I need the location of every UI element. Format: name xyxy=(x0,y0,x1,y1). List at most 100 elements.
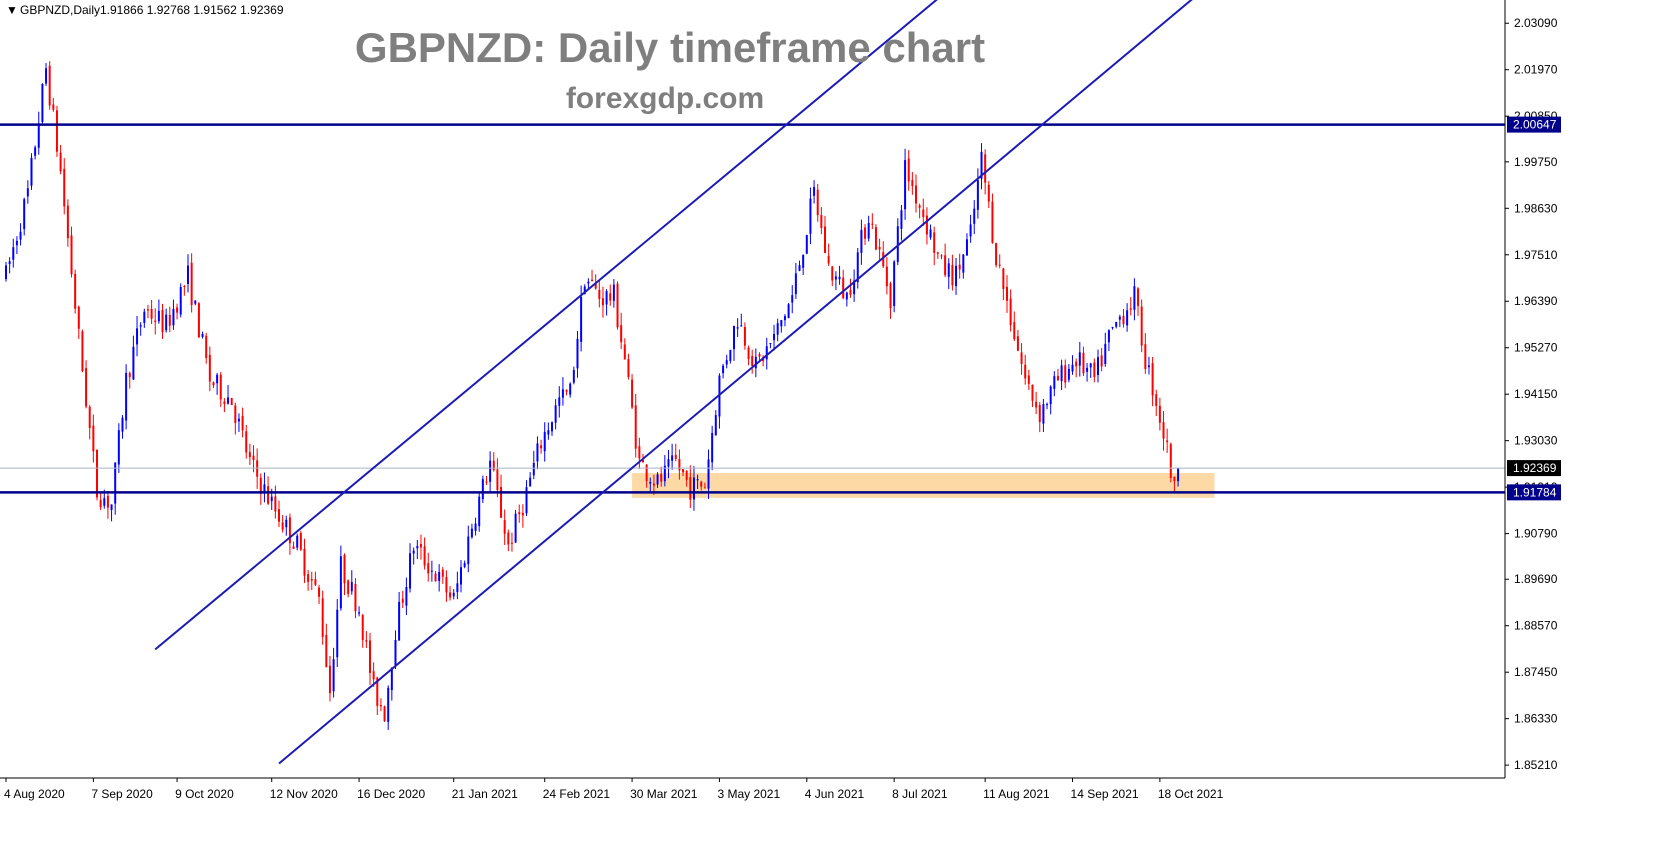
candle xyxy=(339,545,342,611)
candle xyxy=(591,269,594,282)
x-tick-label: 4 Aug 2020 xyxy=(4,787,65,801)
candle xyxy=(99,492,102,511)
candle xyxy=(409,543,412,593)
candle xyxy=(991,193,994,244)
candle xyxy=(165,308,168,333)
x-tick-label: 9 Oct 2020 xyxy=(175,787,234,801)
candle xyxy=(893,260,896,313)
candle xyxy=(733,325,735,361)
candle xyxy=(765,337,768,370)
candle xyxy=(55,105,58,157)
candle xyxy=(416,539,419,560)
resistance-price-tag: 2.00647 xyxy=(1513,118,1557,132)
candle xyxy=(398,591,401,641)
candle xyxy=(187,254,189,293)
candle xyxy=(980,143,983,190)
candle xyxy=(1046,402,1049,410)
channel-trendline[interactable] xyxy=(154,0,949,651)
x-tick-label: 11 Aug 2021 xyxy=(983,787,1050,801)
candle xyxy=(638,437,641,469)
candle xyxy=(965,233,968,256)
x-tick-label: 7 Sep 2020 xyxy=(91,787,153,801)
candle xyxy=(510,532,513,552)
candle xyxy=(34,145,37,160)
candle xyxy=(179,283,182,318)
candle xyxy=(1129,297,1132,316)
channel-trendline[interactable] xyxy=(278,0,1204,765)
candle xyxy=(259,473,262,505)
candle xyxy=(66,199,69,247)
candle xyxy=(933,226,936,266)
candle xyxy=(1053,371,1056,397)
candle xyxy=(525,480,528,517)
candle xyxy=(336,598,339,668)
candle xyxy=(685,470,688,487)
candle xyxy=(161,303,164,339)
candle xyxy=(1071,355,1074,375)
candle xyxy=(23,197,26,236)
candle xyxy=(1115,321,1118,329)
candle xyxy=(1147,356,1150,375)
candle xyxy=(445,570,448,602)
candle xyxy=(45,62,48,86)
candle xyxy=(190,253,193,313)
y-tick-label: 1.86330 xyxy=(1514,712,1558,726)
candle xyxy=(292,541,295,550)
candle xyxy=(955,257,958,295)
candle xyxy=(278,500,280,528)
candle xyxy=(463,560,466,569)
y-tick-label: 1.97510 xyxy=(1514,248,1558,262)
candle xyxy=(19,223,22,246)
candle xyxy=(940,254,943,260)
candle xyxy=(922,198,925,226)
candle xyxy=(565,389,568,396)
candle xyxy=(201,331,204,339)
candle xyxy=(1166,428,1169,453)
candle xyxy=(558,386,561,418)
candle xyxy=(936,251,939,259)
candle xyxy=(867,215,870,242)
candle xyxy=(623,338,626,360)
candle xyxy=(241,407,244,438)
support-zone-layer xyxy=(632,473,1215,498)
candle xyxy=(569,382,572,398)
candle xyxy=(12,238,15,268)
candle xyxy=(754,348,757,378)
candle xyxy=(649,477,652,492)
candle xyxy=(718,373,721,429)
candle xyxy=(692,466,695,511)
candle xyxy=(121,415,124,439)
ohlc-values: 1.91866 1.92768 1.91562 1.92369 xyxy=(100,3,284,17)
candle xyxy=(379,698,382,712)
candle xyxy=(813,180,816,204)
candle xyxy=(521,504,524,528)
y-tick-label: 1.94150 xyxy=(1514,387,1558,401)
candle xyxy=(915,174,917,213)
candle xyxy=(598,280,601,308)
candle xyxy=(63,158,66,215)
candle xyxy=(918,203,921,219)
header-triangle-icon: ▼ xyxy=(6,3,18,17)
candle xyxy=(864,224,867,245)
candle xyxy=(299,530,302,552)
candle xyxy=(489,451,492,492)
candle xyxy=(30,153,33,190)
candle xyxy=(1056,368,1059,381)
candle xyxy=(318,584,321,604)
candle xyxy=(1137,287,1140,316)
candle xyxy=(41,83,44,126)
candle xyxy=(146,304,149,319)
candle xyxy=(1111,326,1114,330)
candle xyxy=(350,570,353,595)
candle xyxy=(682,469,685,477)
candle xyxy=(725,354,728,369)
candle xyxy=(714,410,717,436)
candle xyxy=(529,472,532,487)
candle xyxy=(274,485,277,519)
candle xyxy=(172,299,175,330)
candle xyxy=(74,269,77,314)
candle xyxy=(885,256,888,295)
candle xyxy=(227,385,230,405)
